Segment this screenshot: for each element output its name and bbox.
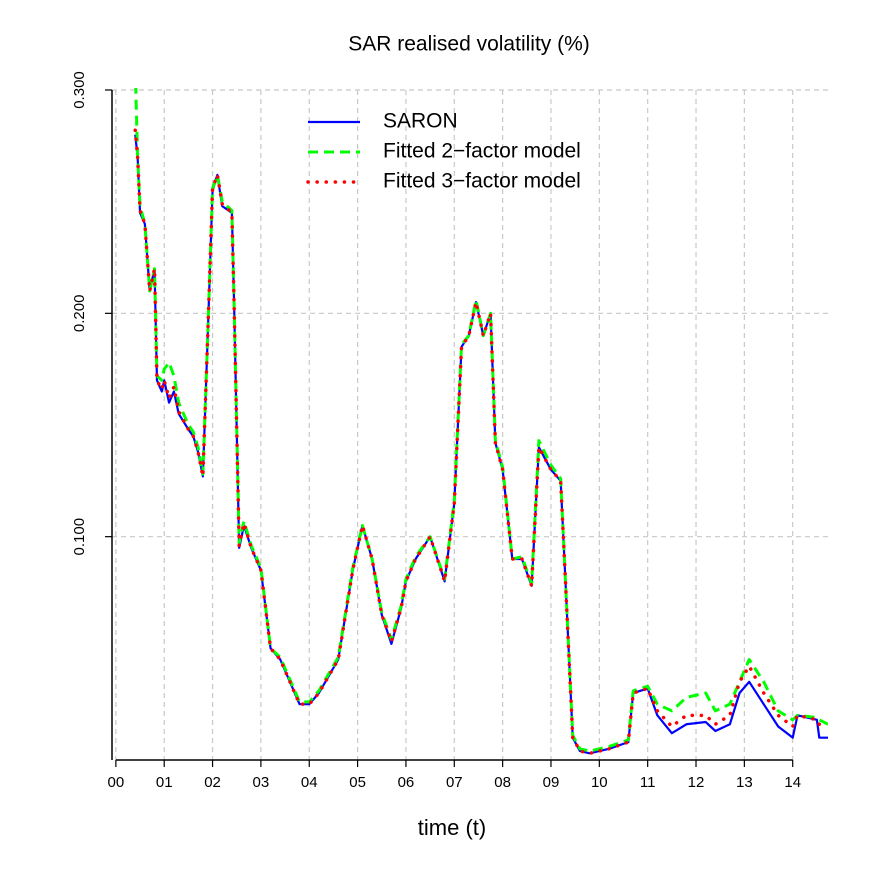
x-tick-label: 00 bbox=[108, 774, 125, 791]
x-tick-label: 14 bbox=[784, 774, 801, 791]
x-axis-label: time (t) bbox=[418, 815, 486, 840]
x-tick-label: 05 bbox=[349, 774, 366, 791]
x-tick-label: 12 bbox=[688, 774, 705, 791]
y-tick-label: 0.100 bbox=[71, 518, 88, 556]
x-tick-label: 08 bbox=[494, 774, 511, 791]
legend-label: Fitted 2−factor model bbox=[383, 140, 581, 163]
x-tick-label: 07 bbox=[446, 774, 463, 791]
x-tick-label: 01 bbox=[156, 774, 173, 791]
chart-title: SAR realised volatility (%) bbox=[348, 33, 590, 56]
legend-label: Fitted 3−factor model bbox=[383, 170, 581, 193]
x-tick-label: 13 bbox=[736, 774, 753, 791]
x-tick-label: 06 bbox=[398, 774, 415, 791]
legend-label: SARON bbox=[383, 110, 458, 133]
x-tick-label: 02 bbox=[204, 774, 221, 791]
x-tick-label: 03 bbox=[253, 774, 270, 791]
x-tick-label: 10 bbox=[591, 774, 608, 791]
x-tick-label: 04 bbox=[301, 774, 318, 791]
grid bbox=[112, 89, 828, 760]
x-tick-label: 09 bbox=[543, 774, 560, 791]
y-tick-label: 0.300 bbox=[71, 71, 88, 109]
series-line bbox=[134, 134, 828, 755]
axes: 0.100 0.200 0.300 00 01 02 03 04 05 06 07 08 09 10 11 1… bbox=[71, 71, 801, 791]
y-tick-label: 0.200 bbox=[71, 295, 88, 333]
x-tick-label: 11 bbox=[640, 774, 656, 791]
series-line bbox=[133, 128, 828, 756]
plot-area bbox=[133, 88, 828, 756]
legend: SARON Fitted 2−factor model Fitted 3−facto… bbox=[306, 110, 581, 193]
